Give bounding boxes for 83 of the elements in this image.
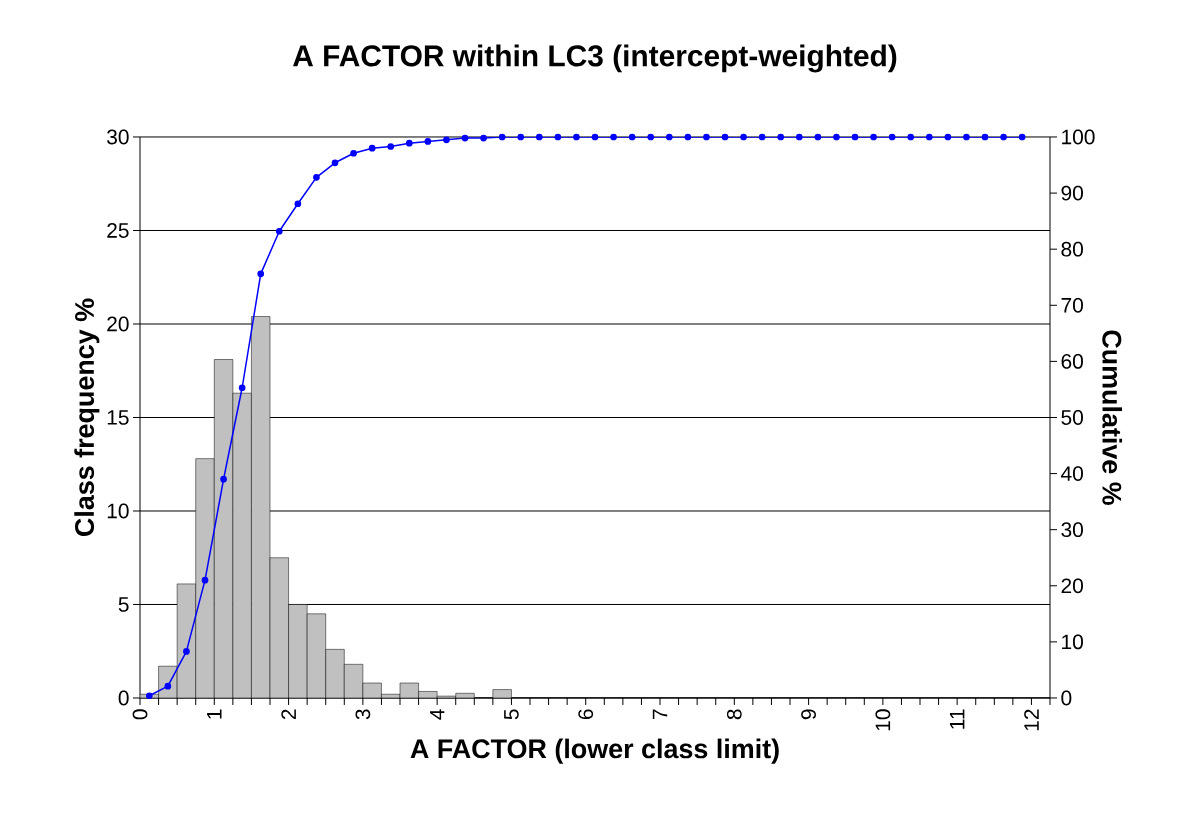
point bbox=[814, 133, 822, 141]
y2-tick-label: 40 bbox=[1061, 466, 1083, 481]
x-tick-label: 4 bbox=[429, 709, 445, 720]
x-tick-label: 12 bbox=[1024, 709, 1039, 731]
x-axis-title: A FACTOR (lower class limit) bbox=[410, 738, 779, 764]
point bbox=[684, 133, 692, 141]
x-tick-label: 8 bbox=[726, 709, 742, 720]
y2-tick-label: 70 bbox=[1061, 297, 1083, 313]
point bbox=[573, 133, 580, 141]
point bbox=[424, 138, 432, 145]
point bbox=[443, 136, 450, 144]
x-tick-label: 6 bbox=[578, 709, 594, 720]
point bbox=[758, 133, 766, 141]
point bbox=[647, 133, 655, 141]
point bbox=[517, 133, 525, 141]
y-axis-title: Class frequency % bbox=[74, 298, 100, 536]
x-tick-label: 9 bbox=[801, 709, 816, 720]
point bbox=[275, 227, 283, 235]
y2-tick-label: 20 bbox=[1061, 578, 1083, 594]
point bbox=[1018, 133, 1026, 141]
point bbox=[870, 133, 877, 141]
y-tick-label: 10 bbox=[107, 503, 129, 519]
point bbox=[777, 133, 785, 141]
point bbox=[925, 133, 933, 141]
point bbox=[944, 133, 952, 141]
y-tick-label: 30 bbox=[107, 129, 129, 145]
x-tick-label: 7 bbox=[652, 709, 668, 720]
x-tick-label: 0 bbox=[132, 709, 148, 720]
y2-tick-label: 30 bbox=[1061, 522, 1083, 538]
point bbox=[535, 133, 543, 141]
y-tick-label: 15 bbox=[107, 410, 129, 425]
x-tick-label: 1 bbox=[207, 709, 222, 719]
point bbox=[981, 133, 989, 141]
point bbox=[405, 139, 413, 147]
x-tick-label: 5 bbox=[504, 709, 519, 720]
point bbox=[554, 133, 562, 141]
x-tick-label: 3 bbox=[355, 709, 371, 720]
x-tick-label: 10 bbox=[875, 709, 891, 731]
point bbox=[628, 133, 636, 141]
point bbox=[851, 133, 859, 141]
point bbox=[963, 133, 970, 141]
x-tick-label: 2 bbox=[281, 709, 296, 720]
point bbox=[201, 576, 209, 584]
y-tick-label: 0 bbox=[118, 690, 129, 706]
point bbox=[480, 134, 487, 142]
y2-tick-label: 100 bbox=[1062, 129, 1095, 145]
point bbox=[331, 159, 339, 167]
point bbox=[721, 133, 729, 141]
y2-tick-label: 50 bbox=[1061, 410, 1083, 425]
point bbox=[257, 270, 265, 278]
point bbox=[313, 174, 320, 181]
point bbox=[795, 133, 803, 141]
y2-tick-label: 80 bbox=[1061, 241, 1083, 257]
y2-tick-label: 0 bbox=[1061, 690, 1072, 706]
point bbox=[145, 692, 153, 700]
point bbox=[238, 384, 246, 392]
point bbox=[1000, 133, 1007, 141]
y-tick-label: 5 bbox=[118, 597, 129, 612]
point bbox=[350, 149, 357, 157]
y2-tick-label: 90 bbox=[1061, 185, 1083, 201]
chart-title: A FACTOR within LC3 (intercept-weighted) bbox=[293, 44, 897, 73]
point bbox=[368, 144, 376, 152]
point bbox=[740, 133, 747, 141]
point bbox=[387, 143, 395, 150]
point bbox=[665, 133, 673, 141]
point bbox=[591, 133, 599, 141]
x-tick-label: 11 bbox=[949, 709, 965, 729]
point bbox=[498, 133, 506, 141]
point bbox=[888, 133, 896, 141]
point bbox=[703, 133, 710, 141]
point bbox=[461, 134, 469, 142]
point bbox=[907, 133, 915, 141]
y2-tick-label: 10 bbox=[1062, 634, 1083, 650]
y-tick-label: 20 bbox=[107, 316, 129, 332]
point bbox=[164, 682, 172, 690]
point bbox=[833, 133, 840, 141]
point bbox=[220, 475, 227, 483]
y2-tick-label: 60 bbox=[1061, 353, 1083, 369]
point bbox=[183, 648, 190, 655]
point bbox=[294, 200, 302, 208]
y-tick-label: 25 bbox=[107, 223, 129, 238]
point bbox=[610, 133, 617, 141]
y2-axis-title: Cumulative % bbox=[1102, 330, 1123, 505]
